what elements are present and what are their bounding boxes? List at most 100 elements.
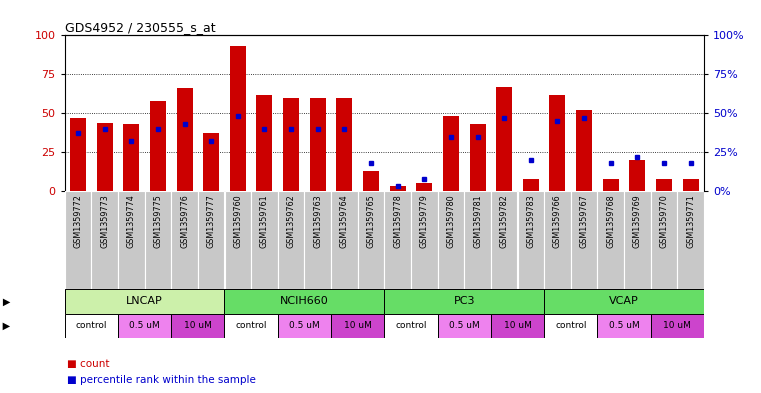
Bar [597, 314, 651, 338]
Text: ■ count: ■ count [67, 358, 110, 369]
Bar [656, 179, 672, 191]
Text: GSM1359761: GSM1359761 [260, 194, 269, 248]
Text: GSM1359774: GSM1359774 [127, 194, 135, 248]
Bar [549, 95, 565, 191]
Bar [171, 191, 198, 289]
Bar [118, 314, 171, 338]
Text: GSM1359773: GSM1359773 [100, 194, 109, 248]
Text: GSM1359762: GSM1359762 [287, 194, 295, 248]
Text: PC3: PC3 [454, 296, 475, 306]
Bar [491, 314, 544, 338]
Bar [198, 191, 224, 289]
Text: GSM1359777: GSM1359777 [207, 194, 215, 248]
Text: control: control [235, 321, 267, 330]
Bar [91, 191, 118, 289]
Bar [438, 314, 491, 338]
Text: 10 uM: 10 uM [504, 321, 531, 330]
Text: GSM1359781: GSM1359781 [473, 194, 482, 248]
Bar [544, 314, 597, 338]
Text: control: control [75, 321, 107, 330]
Text: GSM1359764: GSM1359764 [340, 194, 349, 248]
Bar [118, 191, 145, 289]
Text: control: control [395, 321, 427, 330]
Bar [331, 191, 358, 289]
Text: VCAP: VCAP [609, 296, 639, 306]
Bar [390, 186, 406, 191]
Bar [177, 88, 193, 191]
Bar [123, 124, 139, 191]
Text: ■ percentile rank within the sample: ■ percentile rank within the sample [67, 375, 256, 385]
Bar [224, 314, 278, 338]
Bar [145, 191, 171, 289]
Bar [171, 314, 224, 338]
Text: 0.5 uM: 0.5 uM [609, 321, 639, 330]
Bar [683, 179, 699, 191]
Text: GSM1359780: GSM1359780 [447, 194, 455, 248]
Bar [150, 101, 166, 191]
Bar [523, 179, 539, 191]
Bar [384, 314, 438, 338]
Text: cell line  ▶: cell line ▶ [0, 296, 11, 306]
Bar [464, 191, 491, 289]
Text: GSM1359760: GSM1359760 [234, 194, 242, 248]
Bar [331, 314, 384, 338]
Text: GSM1359776: GSM1359776 [180, 194, 189, 248]
Bar [677, 191, 704, 289]
Bar [597, 191, 624, 289]
Bar [411, 191, 438, 289]
Bar [576, 110, 592, 191]
Bar [278, 191, 304, 289]
Text: NCIH660: NCIH660 [280, 296, 329, 306]
Bar [256, 95, 272, 191]
Bar [496, 87, 512, 191]
Bar [65, 289, 224, 314]
Text: GSM1359772: GSM1359772 [74, 194, 82, 248]
Text: GSM1359765: GSM1359765 [367, 194, 375, 248]
Text: 0.5 uM: 0.5 uM [289, 321, 320, 330]
Bar [278, 314, 331, 338]
Bar [70, 118, 86, 191]
Bar [571, 191, 597, 289]
Bar [544, 289, 704, 314]
Text: GSM1359778: GSM1359778 [393, 194, 402, 248]
Text: control: control [555, 321, 587, 330]
Text: LNCAP: LNCAP [126, 296, 163, 306]
Bar [224, 191, 251, 289]
Text: 0.5 uM: 0.5 uM [449, 321, 479, 330]
Text: GSM1359767: GSM1359767 [580, 194, 588, 248]
Bar [65, 314, 118, 338]
Text: GSM1359783: GSM1359783 [527, 194, 535, 248]
Text: dose  ▶: dose ▶ [0, 321, 11, 331]
Text: 10 uM: 10 uM [184, 321, 212, 330]
Bar [624, 191, 651, 289]
Bar [443, 116, 459, 191]
Bar [358, 191, 384, 289]
Bar [336, 98, 352, 191]
Bar [97, 123, 113, 191]
Text: 10 uM: 10 uM [344, 321, 371, 330]
Bar [384, 289, 544, 314]
Bar [603, 179, 619, 191]
Bar [230, 46, 246, 191]
Bar [470, 124, 486, 191]
Bar [283, 98, 299, 191]
Bar [438, 191, 464, 289]
Bar [651, 314, 704, 338]
Bar [203, 134, 219, 191]
Text: GSM1359763: GSM1359763 [314, 194, 322, 248]
Bar [629, 160, 645, 191]
Text: GSM1359782: GSM1359782 [500, 194, 508, 248]
Text: GSM1359779: GSM1359779 [420, 194, 428, 248]
Bar [416, 184, 432, 191]
Text: 0.5 uM: 0.5 uM [129, 321, 160, 330]
Text: 10 uM: 10 uM [664, 321, 691, 330]
Bar [65, 191, 91, 289]
Bar [224, 289, 384, 314]
Bar [251, 191, 278, 289]
Text: GSM1359766: GSM1359766 [553, 194, 562, 248]
Bar [544, 191, 571, 289]
Bar [363, 171, 379, 191]
Text: GSM1359768: GSM1359768 [607, 194, 615, 248]
Text: GDS4952 / 230555_s_at: GDS4952 / 230555_s_at [65, 21, 215, 34]
Text: GSM1359770: GSM1359770 [660, 194, 668, 248]
